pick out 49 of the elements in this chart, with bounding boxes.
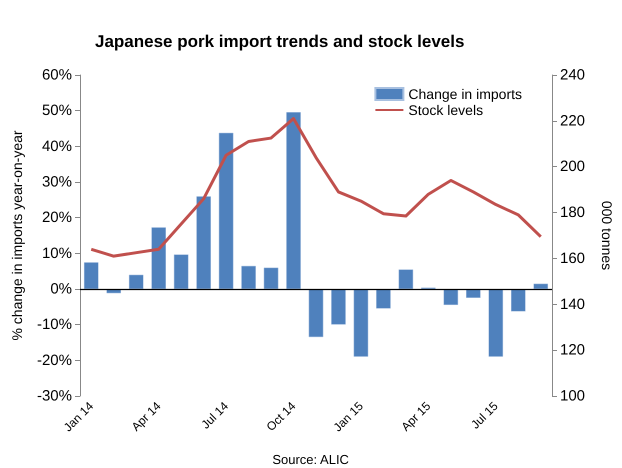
- bar: [510, 289, 526, 312]
- y-axis-title: % change in imports year-on-year: [9, 130, 25, 341]
- chart-title: Japanese pork import trends and stock levels: [95, 32, 464, 51]
- bar: [84, 262, 99, 289]
- bar: [128, 274, 144, 289]
- line-series: [90, 117, 542, 258]
- y2-tick-label: 200: [560, 158, 586, 176]
- x-tick-label: Apr 15: [398, 398, 434, 434]
- x-tick-label: Apr 14: [128, 398, 164, 434]
- bar: [196, 196, 211, 289]
- y2-tick-label: 100: [560, 388, 586, 404]
- bar: [151, 227, 166, 289]
- bar: [398, 269, 414, 289]
- y2-axis-title: 000 tonnes: [599, 200, 615, 270]
- bar: [376, 289, 391, 309]
- bar: [331, 289, 346, 325]
- bar: [286, 112, 301, 289]
- source-note: Source: ALIC: [272, 452, 349, 467]
- bar: [488, 289, 504, 357]
- x-tick-label: Jan 15: [330, 398, 366, 434]
- y2-tick-label: 120: [560, 342, 586, 359]
- legend-label: Stock levels: [408, 102, 484, 118]
- bar: [444, 289, 458, 306]
- y2-tick-label: 140: [560, 296, 586, 313]
- y-tick-label: 10%: [42, 244, 72, 262]
- y-tick-label: 20%: [42, 209, 72, 226]
- bar: [174, 254, 188, 289]
- y-tick-label: 0%: [50, 280, 72, 298]
- y2-tick-label: 220: [560, 112, 586, 130]
- bar: [218, 132, 234, 289]
- y-tick-label: 40%: [42, 138, 72, 155]
- legend-label: Change in imports: [408, 86, 522, 102]
- y-tick-label: -30%: [36, 388, 72, 404]
- bar: [354, 289, 368, 357]
- x-tick-label: Jul 14: [198, 398, 232, 432]
- bar: [264, 268, 278, 289]
- bar: [241, 266, 256, 289]
- y-tick-label: 50%: [42, 102, 72, 120]
- y2-tick-label: 240: [560, 66, 586, 84]
- y2-tick-label: 180: [560, 204, 586, 222]
- x-tick-label: Oct 14: [264, 398, 299, 434]
- bar: [533, 284, 548, 289]
- y-tick-label: 60%: [42, 66, 72, 84]
- x-tick-label: Jul 15: [468, 398, 501, 432]
- y-tick-label: 30%: [42, 174, 72, 190]
- y2-tick-label: 160: [560, 250, 586, 267]
- y-tick-label: -10%: [36, 316, 72, 334]
- bar: [308, 289, 324, 338]
- y-tick-label: -20%: [36, 352, 72, 369]
